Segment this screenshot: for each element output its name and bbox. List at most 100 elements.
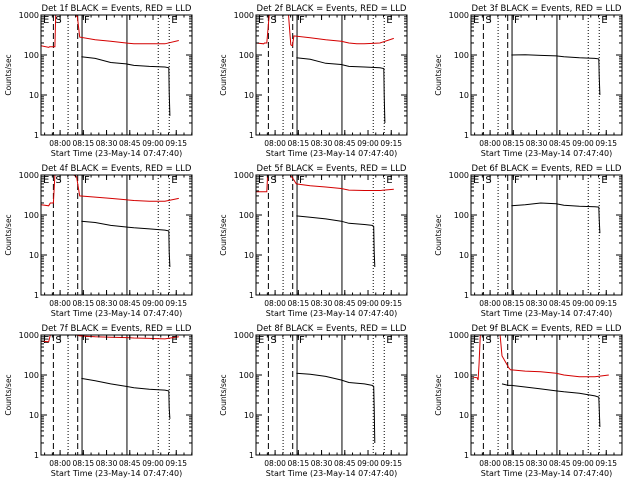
x-tick-label: 09:00 <box>142 459 164 468</box>
time-marker-label: E <box>601 335 607 346</box>
y-tick-label: 1 <box>249 291 254 300</box>
x-tick-label: 08:00 <box>49 139 71 148</box>
x-tick-label: 08:00 <box>264 139 286 148</box>
x-tick-label: 08:00 <box>264 299 286 308</box>
x-tick-label: 09:15 <box>595 299 617 308</box>
panel-title: Det 3f BLACK = Events, RED = LLD <box>472 4 622 14</box>
x-tick-label: 08:30 <box>311 459 333 468</box>
y-tick-label: 10 <box>29 91 39 100</box>
x-tick-label: 08:30 <box>311 299 333 308</box>
time-marker-label: S <box>485 335 491 346</box>
panel-title: Det 8f BLACK = Events, RED = LLD <box>257 324 407 334</box>
x-tick-label: 08:45 <box>549 459 571 468</box>
time-marker-label: S <box>55 15 61 26</box>
time-marker-label: E <box>171 335 177 346</box>
y-tick-label: 1 <box>464 131 469 140</box>
y-tick-label: 10 <box>29 411 39 420</box>
events-series-line <box>296 215 376 268</box>
x-tick-label: 08:15 <box>73 299 95 308</box>
plot-frame <box>255 14 408 136</box>
time-marker-label: E <box>258 175 264 186</box>
panel-title: Det 9f BLACK = Events, RED = LLD <box>472 324 622 334</box>
y-tick-label: 10 <box>459 251 469 260</box>
x-tick-label: 08:30 <box>526 299 548 308</box>
lld-series-line <box>41 15 179 48</box>
time-marker-label: E <box>43 15 49 26</box>
lld-series-line <box>256 15 394 47</box>
panel-title: Det 6f BLACK = Events, RED = LLD <box>472 164 622 174</box>
y-tick-label: 100 <box>454 211 469 220</box>
time-marker-label: F <box>299 335 305 346</box>
y-tick-label: 1 <box>34 131 39 140</box>
y-tick-label: 100 <box>24 211 39 220</box>
x-tick-label: 08:00 <box>479 299 501 308</box>
y-tick-label: 1000 <box>449 171 469 180</box>
x-tick-label: 09:00 <box>357 299 379 308</box>
time-marker-label: E <box>171 15 177 26</box>
x-tick-label: 08:15 <box>503 459 525 468</box>
x-tick-label: 09:15 <box>595 459 617 468</box>
lld-series-line <box>471 335 609 381</box>
time-marker-label: F <box>514 335 520 346</box>
x-tick-label: 08:15 <box>73 459 95 468</box>
x-tick-label: 09:15 <box>165 459 187 468</box>
plot-frame <box>470 174 623 296</box>
y-tick-label: 1 <box>464 291 469 300</box>
time-marker-label: E <box>171 175 177 186</box>
lld-series-line <box>256 175 394 193</box>
y-tick-label: 1000 <box>449 11 469 20</box>
x-tick-label: 09:15 <box>165 299 187 308</box>
y-tick-label: 100 <box>454 371 469 380</box>
plot-frame <box>40 14 193 136</box>
time-marker-label: S <box>270 175 276 186</box>
lld-series-line <box>41 175 179 207</box>
events-series-line <box>81 220 171 268</box>
plot-frame <box>255 334 408 456</box>
x-tick-label: 08:30 <box>526 459 548 468</box>
x-axis-title: Start Time (23-May-14 07:47:40) <box>266 149 397 158</box>
time-marker-label: F <box>299 15 305 26</box>
x-tick-label: 08:00 <box>49 459 71 468</box>
x-tick-label: 08:45 <box>334 139 356 148</box>
y-axis-title: Counts/sec <box>219 374 228 415</box>
y-tick-label: 1000 <box>234 11 254 20</box>
y-axis-title: Counts/sec <box>4 214 13 255</box>
panel-title: Det 7f BLACK = Events, RED = LLD <box>42 324 192 334</box>
events-series-line <box>296 372 376 444</box>
x-tick-label: 09:00 <box>142 139 164 148</box>
x-tick-label: 08:45 <box>549 139 571 148</box>
x-tick-label: 09:15 <box>165 139 187 148</box>
x-tick-label: 08:30 <box>96 139 118 148</box>
y-tick-label: 1000 <box>234 171 254 180</box>
x-tick-label: 08:15 <box>503 299 525 308</box>
time-marker-label: F <box>84 15 90 26</box>
time-marker-label: E <box>601 175 607 186</box>
y-tick-label: 10 <box>244 91 254 100</box>
time-marker-label: E <box>386 175 392 186</box>
x-tick-label: 08:00 <box>479 459 501 468</box>
x-axis-title: Start Time (23-May-14 07:47:40) <box>481 469 612 478</box>
plot-frame <box>40 334 193 456</box>
events-series-line <box>511 54 601 96</box>
y-axis-title: Counts/sec <box>4 374 13 415</box>
x-axis-title: Start Time (23-May-14 07:47:40) <box>481 309 612 318</box>
events-series-line <box>296 57 386 124</box>
y-tick-label: 1 <box>249 131 254 140</box>
y-axis-title: Counts/sec <box>219 214 228 255</box>
time-marker-label: F <box>299 175 305 186</box>
x-tick-label: 09:00 <box>142 299 164 308</box>
x-tick-label: 09:00 <box>572 459 594 468</box>
time-marker-label: E <box>386 15 392 26</box>
x-tick-label: 08:30 <box>96 299 118 308</box>
y-axis-title: Counts/sec <box>434 214 443 255</box>
y-tick-label: 10 <box>459 411 469 420</box>
x-tick-label: 09:15 <box>380 139 402 148</box>
x-tick-label: 08:45 <box>119 459 141 468</box>
time-marker-label: F <box>514 15 520 26</box>
